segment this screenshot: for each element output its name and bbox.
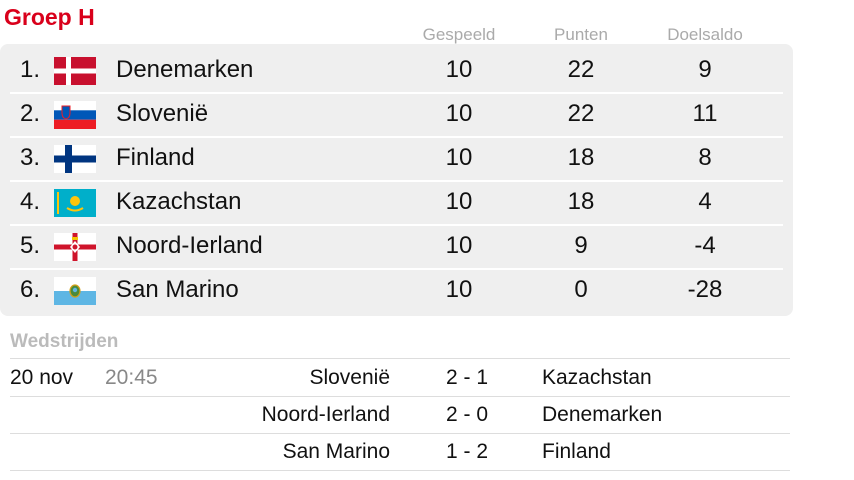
stat: 18 (567, 144, 595, 171)
away-team: Denemarken (542, 403, 663, 426)
stat: 10 (445, 276, 473, 303)
row-separator (10, 136, 783, 138)
stat: 9 (698, 56, 712, 83)
column-header: Doelsaldo (667, 25, 743, 44)
team: Noord-Ierland (116, 232, 263, 259)
away-team: Finland (542, 440, 611, 463)
team: Kazachstan (116, 188, 242, 215)
score: 2 - 0 (445, 403, 489, 426)
title: Groep H (4, 4, 95, 30)
divider (10, 358, 790, 359)
home-team: San Marino (282, 440, 390, 463)
stat: 4 (698, 188, 712, 215)
home-team: Noord-Ierland (261, 403, 390, 426)
stat: 10 (445, 144, 473, 171)
stat: 8 (698, 144, 712, 171)
rank: 6. (20, 276, 41, 303)
flag (54, 189, 96, 217)
stat: 9 (574, 232, 588, 259)
divider (10, 470, 790, 471)
divider (10, 433, 790, 434)
stat: 22 (567, 56, 595, 83)
column-header: Punten (554, 25, 608, 44)
rank: 2. (20, 100, 41, 127)
stat: -28 (687, 276, 723, 303)
stat: -4 (694, 232, 716, 259)
home-team: Slovenië (309, 366, 390, 389)
stat: 10 (445, 100, 473, 127)
stat: 10 (445, 188, 473, 215)
stat: 0 (574, 276, 588, 303)
stat: 22 (567, 100, 595, 127)
flag (54, 101, 96, 129)
time: 20:45 (105, 366, 158, 389)
matches-title: Wedstrijden (10, 331, 119, 352)
row-separator (10, 92, 783, 94)
stat: 10 (445, 56, 473, 83)
flag (54, 145, 96, 173)
rank: 3. (20, 144, 41, 171)
row-separator (10, 224, 783, 226)
stat: 18 (567, 188, 595, 215)
team: San Marino (116, 276, 239, 303)
row-separator (10, 180, 783, 182)
score: 2 - 1 (445, 366, 489, 389)
rank: 5. (20, 232, 41, 259)
column-header: Gespeeld (422, 25, 496, 44)
stat: 10 (445, 232, 473, 259)
flag (54, 57, 96, 85)
stat: 11 (692, 100, 718, 127)
away-team: Kazachstan (542, 366, 652, 389)
divider (10, 396, 790, 397)
team: Finland (116, 144, 195, 171)
flag (54, 233, 96, 261)
score: 1 - 2 (445, 440, 489, 463)
rank: 1. (20, 56, 41, 83)
team: Denemarken (116, 56, 254, 83)
row-separator (10, 268, 783, 270)
flag (54, 277, 96, 305)
team: Slovenië (116, 100, 209, 127)
rank: 4. (20, 188, 41, 215)
date: 20 nov (10, 366, 74, 389)
